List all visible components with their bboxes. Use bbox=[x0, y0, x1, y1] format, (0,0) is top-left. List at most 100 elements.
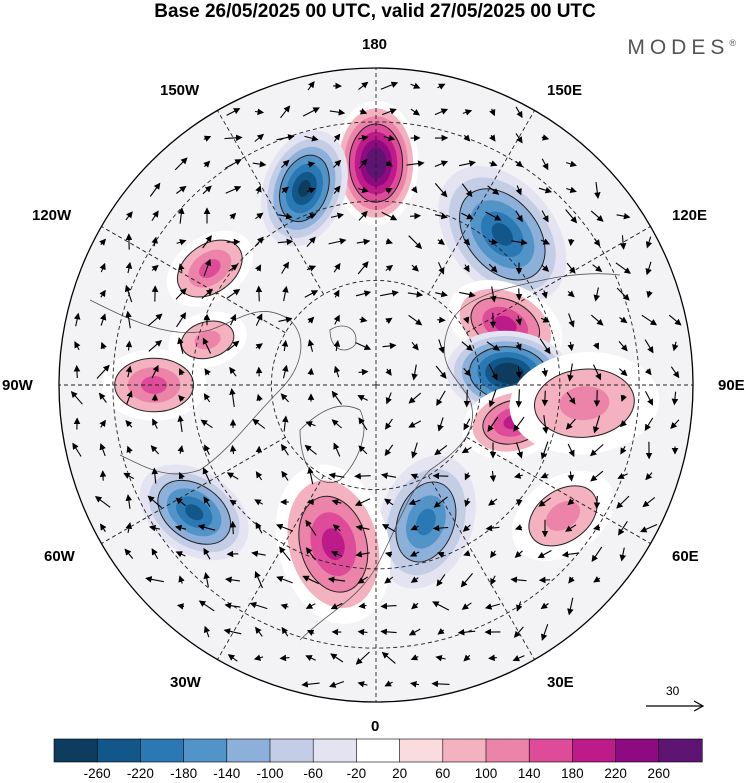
wind-arrow bbox=[382, 108, 397, 116]
wind-arrow bbox=[642, 496, 656, 508]
wind-arrow bbox=[615, 262, 631, 274]
wind-arrow bbox=[229, 388, 236, 407]
wind-arrow bbox=[226, 108, 241, 116]
wind-arrow bbox=[485, 211, 502, 221]
wind-arrow bbox=[540, 602, 549, 610]
wind-arrow bbox=[541, 134, 550, 141]
wind-arrow bbox=[490, 550, 497, 559]
wind-arrow bbox=[489, 108, 496, 117]
wind-arrow bbox=[148, 339, 163, 352]
wind-arrow bbox=[566, 392, 576, 405]
wind-arrow bbox=[461, 183, 473, 198]
wind-arrow bbox=[202, 185, 212, 195]
wind-arrow bbox=[229, 520, 237, 535]
wind-arrow bbox=[73, 312, 81, 327]
wind-arrow bbox=[590, 210, 604, 222]
wind-arrow bbox=[383, 134, 396, 142]
wind-arrow bbox=[461, 602, 472, 610]
anomaly-contour-neg bbox=[185, 504, 204, 521]
wind-arrow bbox=[437, 628, 445, 635]
wind-arrow bbox=[331, 390, 343, 405]
wind-arrow bbox=[151, 467, 159, 484]
wind-arrow bbox=[459, 291, 476, 298]
wind-arrow bbox=[281, 339, 289, 352]
wind-arrow bbox=[486, 341, 501, 351]
colorbar-tick-label: -100 bbox=[256, 766, 284, 781]
wind-arrow bbox=[333, 442, 341, 457]
wind-arrow bbox=[461, 212, 474, 220]
wind-arrow bbox=[254, 236, 264, 247]
wind-arrow bbox=[515, 366, 523, 379]
wind-arrow bbox=[330, 550, 343, 558]
wind-arrow bbox=[409, 550, 420, 557]
wind-arrow bbox=[515, 342, 522, 351]
wind-arrow bbox=[256, 393, 263, 402]
wind-arrow bbox=[592, 524, 601, 531]
anomaly-contour-neg bbox=[298, 180, 311, 197]
wind-arrow bbox=[644, 417, 654, 432]
wind-arrow bbox=[511, 239, 528, 246]
wind-arrow bbox=[411, 602, 419, 610]
modes-logo: MODES® bbox=[627, 36, 736, 60]
wind-arrow bbox=[276, 575, 293, 584]
wind-arrow bbox=[177, 445, 184, 454]
wind-arrow bbox=[125, 365, 133, 378]
wind-arrow bbox=[433, 496, 448, 508]
wind-arrow bbox=[302, 107, 320, 117]
wind-arrow bbox=[307, 161, 316, 168]
wind-arrow bbox=[174, 524, 187, 532]
wind-arrow bbox=[566, 186, 577, 194]
wind-arrow bbox=[567, 443, 575, 457]
wind-arrow bbox=[512, 655, 525, 662]
wind-arrow bbox=[203, 625, 211, 638]
wind-arrow bbox=[280, 393, 290, 403]
wind-arrow bbox=[281, 186, 289, 194]
wind-arrow bbox=[253, 654, 264, 661]
wind-arrow bbox=[94, 496, 111, 508]
wind-arrow bbox=[307, 316, 315, 324]
wind-arrow bbox=[616, 495, 630, 509]
graticule bbox=[59, 68, 693, 702]
wind-arrow bbox=[594, 182, 601, 199]
wind-arrow bbox=[408, 498, 421, 506]
wind-arrow bbox=[460, 573, 474, 588]
wind-arrow bbox=[255, 264, 262, 272]
wind-arrow bbox=[384, 498, 394, 506]
wind-arrow bbox=[566, 262, 576, 274]
wind-arrow bbox=[408, 628, 421, 636]
height-contour-line bbox=[528, 485, 598, 547]
wind-arrow bbox=[567, 597, 574, 616]
wind-arrow bbox=[358, 417, 368, 431]
wind-arrow bbox=[409, 680, 420, 688]
wind-arrow bbox=[357, 261, 369, 275]
wind-arrow bbox=[151, 236, 159, 247]
wind-arrow bbox=[438, 339, 445, 354]
wind-arrow bbox=[276, 134, 295, 141]
wind-arrow bbox=[151, 210, 159, 222]
wind-arrow bbox=[488, 498, 498, 506]
wind-arrow bbox=[204, 444, 211, 455]
wind-arrow bbox=[72, 442, 82, 457]
wind-arrow bbox=[357, 395, 368, 402]
wind-arrow bbox=[591, 546, 603, 563]
wind-arrow bbox=[281, 364, 289, 379]
wind-arrow bbox=[328, 238, 347, 245]
wind-arrow bbox=[461, 446, 472, 454]
wind-arrow bbox=[541, 390, 549, 407]
wind-arrow bbox=[227, 654, 238, 662]
wind-arrow bbox=[593, 287, 600, 302]
wind-arrow bbox=[203, 572, 210, 588]
wind-arrow bbox=[203, 258, 212, 277]
colorbar-tick-label: -20 bbox=[346, 766, 367, 781]
wind-arrow bbox=[224, 134, 243, 142]
wind-arrow bbox=[301, 681, 320, 688]
wind-arrow bbox=[148, 524, 161, 532]
wind-arrow bbox=[100, 341, 107, 350]
wind-arrow bbox=[280, 159, 290, 168]
wind-arrow bbox=[175, 497, 186, 507]
wind-arrow bbox=[331, 419, 342, 429]
wind-arrow bbox=[357, 576, 369, 584]
wind-arrow bbox=[619, 547, 627, 562]
wind-arrow bbox=[280, 105, 291, 119]
